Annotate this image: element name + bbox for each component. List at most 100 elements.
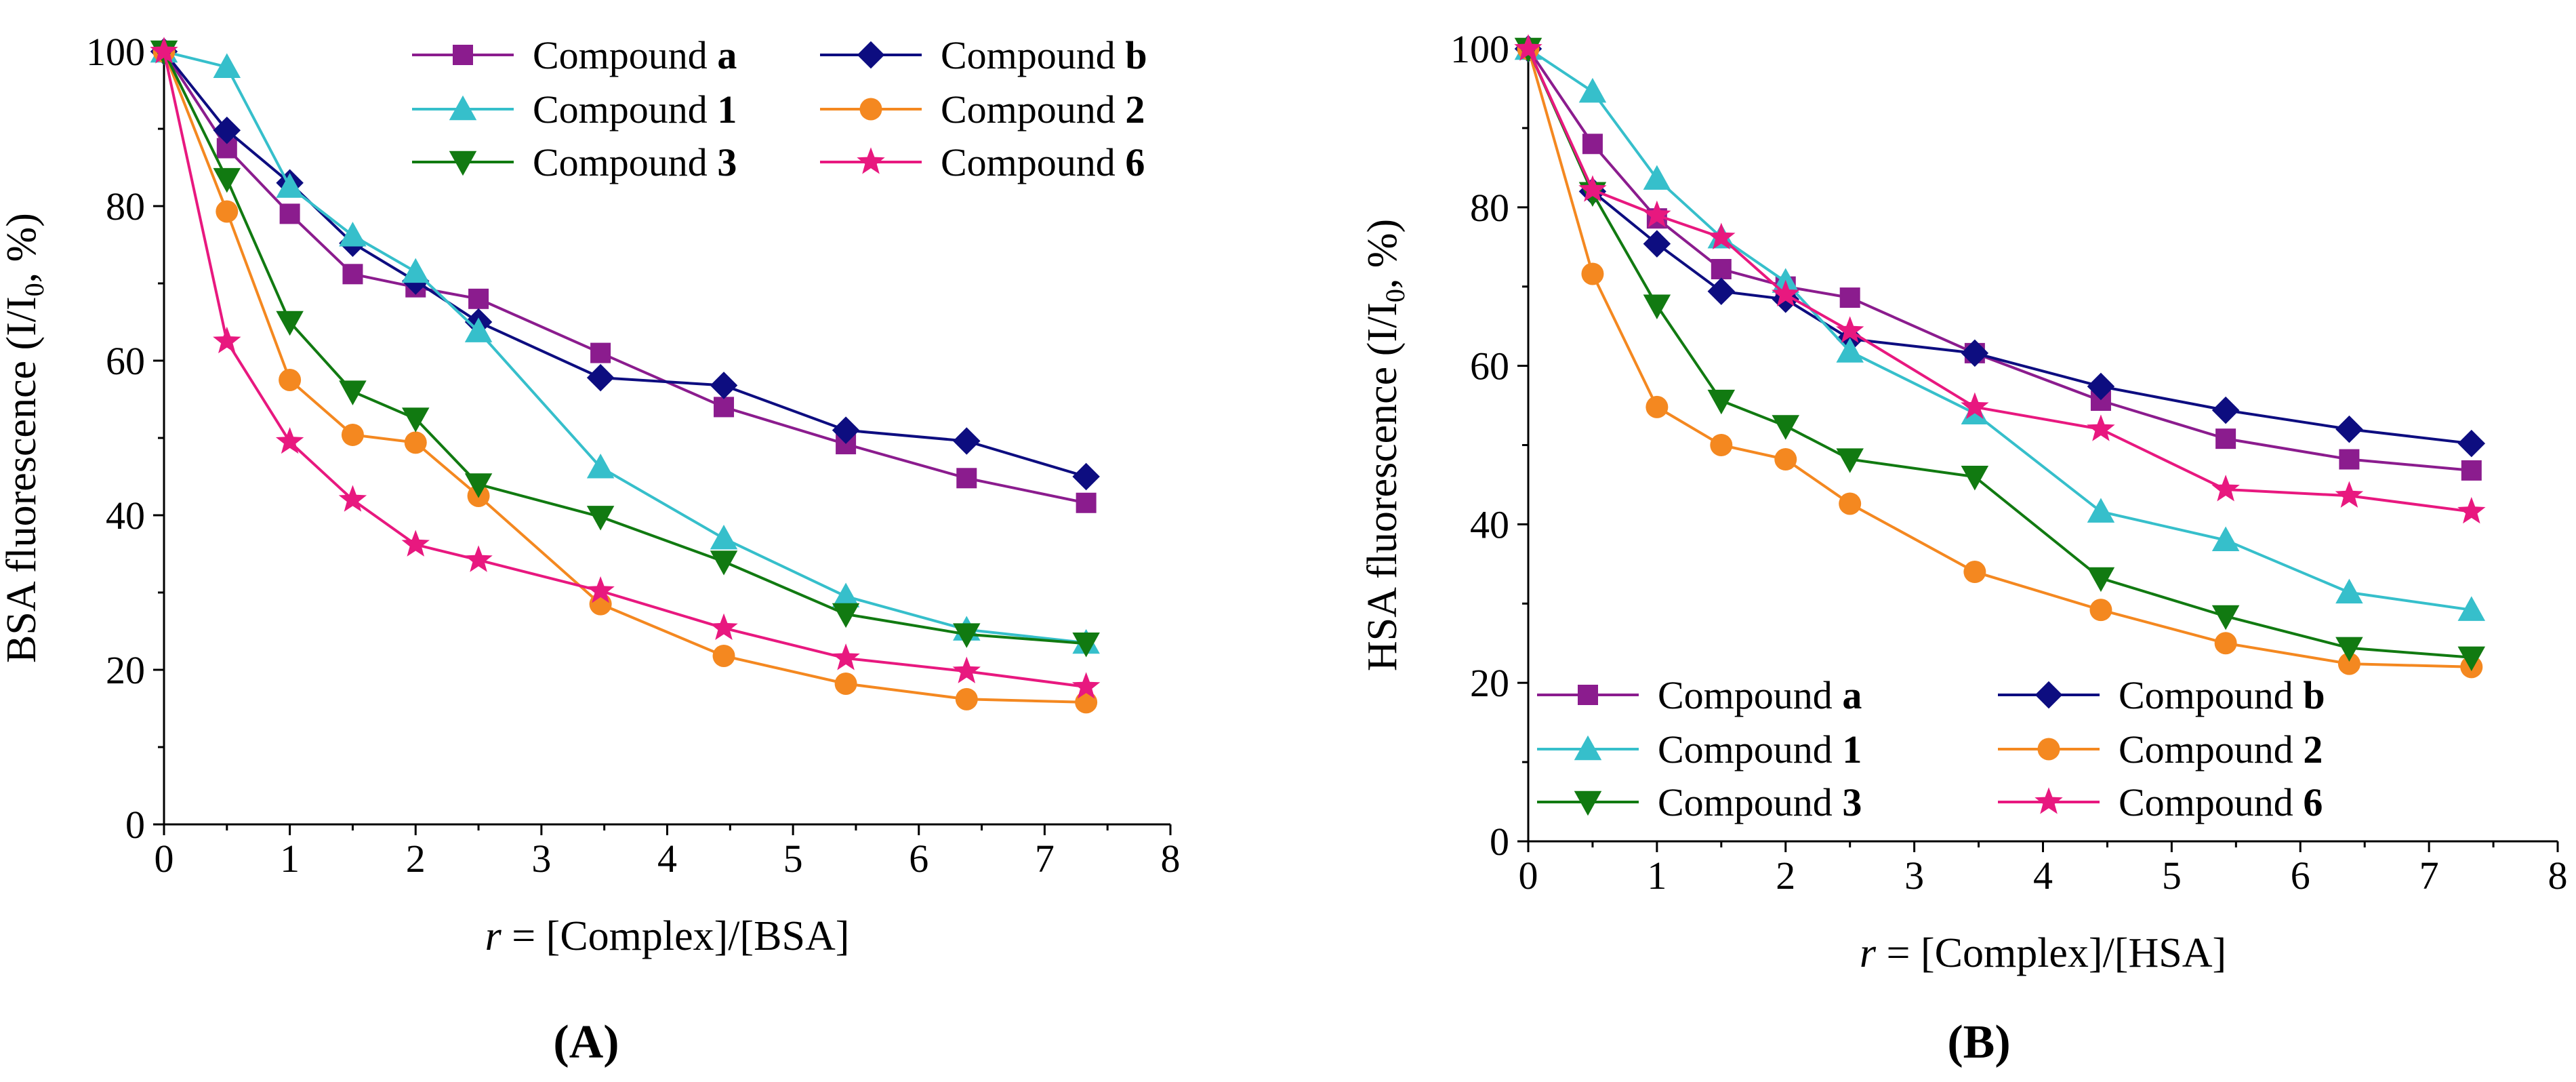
data-point	[1836, 448, 1864, 473]
data-point	[339, 380, 367, 405]
x-tick-label: 0	[155, 837, 174, 881]
data-point	[1578, 175, 1607, 202]
data-point	[2087, 498, 2115, 523]
y-tick-label: 0	[125, 803, 145, 847]
legend-marker	[1578, 685, 1598, 705]
data-point	[956, 468, 977, 489]
series-line	[1527, 48, 2472, 659]
legend-label: Compound 6	[2119, 780, 2323, 824]
legend-item: Compound 2	[1998, 727, 2323, 772]
legend-label: Compound 2	[2119, 727, 2323, 772]
data-point	[586, 454, 615, 479]
data-point	[832, 416, 860, 444]
data-point	[342, 264, 363, 285]
data-point	[276, 310, 304, 336]
data-point	[1839, 287, 1860, 308]
y-tick-label: 60	[1470, 344, 1509, 388]
data-point	[832, 643, 860, 670]
data-point	[1711, 258, 1732, 279]
data-point	[276, 173, 304, 198]
data-point	[1643, 200, 1671, 228]
legend-label: Compound 1	[533, 87, 737, 132]
x-tick-label: 5	[2162, 854, 2182, 898]
legend-label: Compound 6	[941, 140, 1145, 184]
y-tick-label: 20	[1470, 661, 1509, 705]
data-point	[1707, 222, 1736, 249]
data-point	[341, 423, 364, 446]
x-tick-label: 2	[1776, 854, 1795, 898]
legend-item: Compound b	[820, 33, 1147, 77]
series-compound-3	[150, 40, 1100, 658]
data-point	[952, 656, 981, 683]
data-point	[2087, 372, 2115, 401]
data-point	[1961, 392, 1989, 419]
x-tick-label: 1	[1647, 854, 1667, 898]
data-point	[1772, 279, 1800, 306]
data-point	[213, 117, 241, 144]
data-point	[2335, 578, 2363, 604]
data-point	[1578, 77, 1607, 103]
data-point	[710, 550, 738, 576]
x-tick-label: 3	[1904, 854, 1924, 898]
legend-item: Compound a	[412, 33, 737, 77]
data-point	[953, 427, 981, 455]
data-point	[279, 369, 302, 391]
data-point	[213, 53, 241, 78]
legend-marker	[2035, 681, 2063, 709]
data-point	[1961, 339, 1989, 367]
data-point	[2211, 526, 2240, 551]
data-point	[586, 363, 615, 392]
legend-marker	[859, 98, 882, 121]
legend-label: Compound a	[533, 33, 737, 77]
legend-label: Compound 2	[941, 87, 1145, 132]
series-line	[1527, 47, 2472, 612]
data-point	[2087, 567, 2115, 593]
legend-label: Compound a	[1658, 673, 1862, 717]
data-point	[464, 473, 493, 498]
legend-marker	[1574, 790, 1602, 816]
data-point	[586, 506, 615, 531]
data-point	[402, 407, 430, 433]
data-point	[1075, 691, 1098, 714]
legend-marker	[449, 151, 477, 176]
data-point	[2211, 396, 2240, 424]
data-point	[1076, 492, 1097, 513]
legend-label: Compound 1	[1658, 727, 1862, 772]
series-compound-3	[1514, 37, 2486, 672]
data-point	[2457, 596, 2486, 621]
x-tick-label: 1	[280, 837, 300, 881]
legend-item: Compound 6	[1998, 780, 2323, 824]
data-point	[2337, 652, 2360, 675]
data-point	[1710, 434, 1733, 456]
data-point	[1836, 338, 1864, 363]
series-compound-b	[1514, 35, 2486, 458]
data-point	[213, 167, 241, 193]
data-point	[2339, 449, 2360, 470]
y-tick-label: 100	[1450, 27, 1509, 71]
legend-label: Compound b	[2119, 673, 2325, 717]
legend-item: Compound a	[1537, 673, 1862, 717]
data-point	[1071, 672, 1101, 699]
legend-marker	[857, 147, 885, 174]
x-tick-label: 4	[657, 837, 677, 881]
data-point	[279, 203, 300, 224]
data-point	[464, 317, 493, 342]
legend-marker	[857, 41, 885, 69]
data-point	[2087, 414, 2115, 441]
panel-label: (B)	[1947, 1016, 2010, 1068]
data-point	[1772, 415, 1799, 440]
data-point	[1836, 316, 1864, 343]
data-point	[2335, 481, 2364, 508]
y-tick-label: 80	[106, 184, 145, 228]
series-compound-6	[1514, 34, 2486, 524]
x-tick-label: 7	[1035, 837, 1055, 881]
data-point	[2211, 605, 2240, 630]
y-tick-label: 40	[1470, 502, 1509, 546]
legend-marker	[2035, 787, 2063, 814]
legend-item: Compound 1	[1537, 727, 1862, 772]
x-tick-label: 7	[2419, 854, 2439, 898]
legend-item: Compound b	[1998, 673, 2325, 717]
data-point	[339, 222, 367, 247]
data-point	[2215, 428, 2236, 449]
